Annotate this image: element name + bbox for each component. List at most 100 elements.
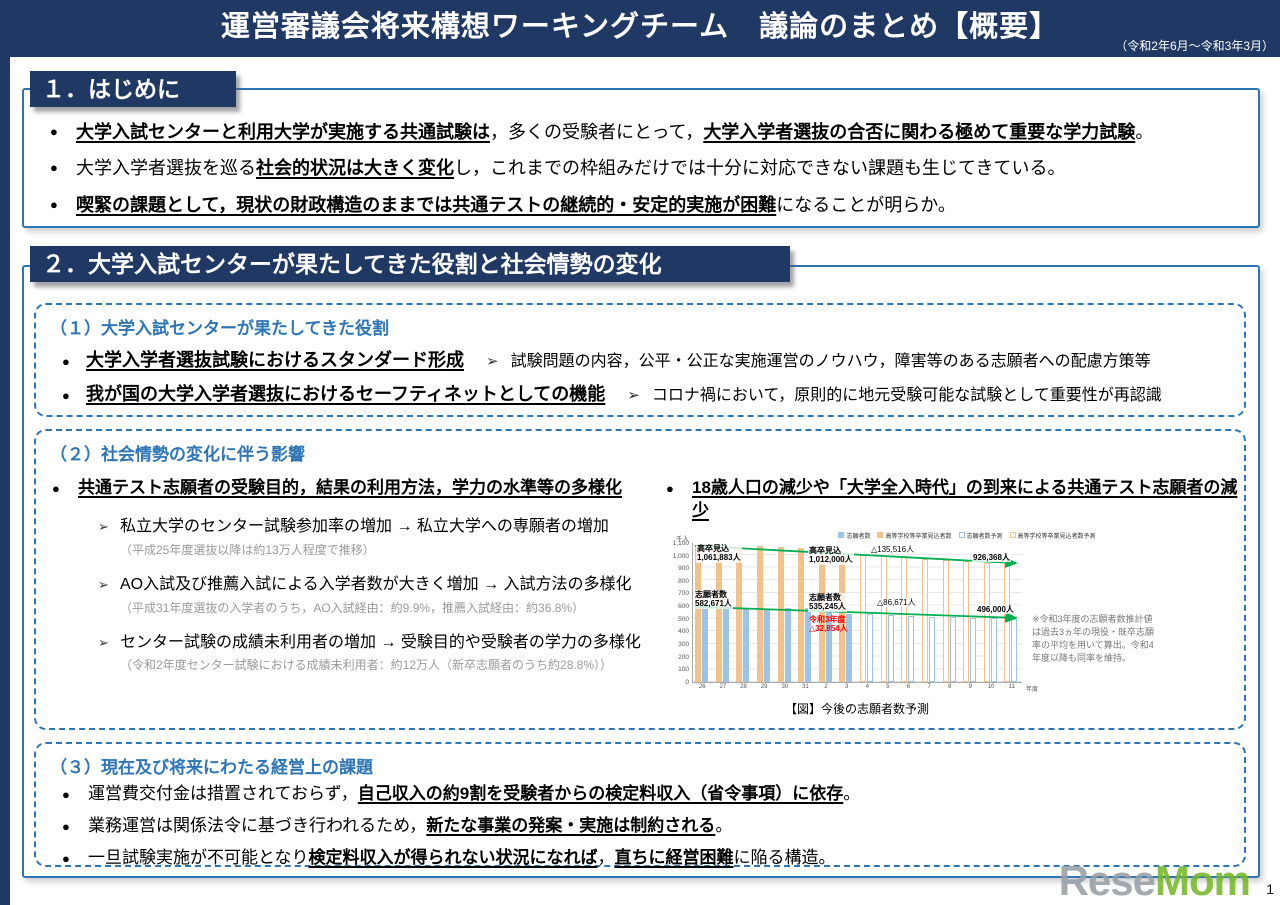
chart-bar bbox=[805, 608, 812, 682]
bullet-icon: ● bbox=[62, 818, 70, 834]
impact-subitem-1-note: （平成25年度選抜以降は約13万人程度で推移） bbox=[120, 542, 375, 557]
impact-left-bullet-text: 共通テスト志願者の受験目的，結果の利用方法，学力の水準等の多様化 bbox=[78, 478, 622, 497]
arrow-icon: ➢ bbox=[98, 518, 109, 534]
impact-subitem-1-text: 私立大学のセンター試験参加率の増加 → 私立大学への専願者の増加 bbox=[120, 517, 609, 535]
legend-swatch bbox=[958, 532, 965, 539]
impact-left-column: ● 共通テスト志願者の受験目的，結果の利用方法，学力の水準等の多様化 ➢ 私立大… bbox=[52, 477, 652, 673]
x-tick-label: 26 bbox=[698, 683, 706, 690]
legend-label: 志願者数 bbox=[846, 533, 871, 540]
chart-bar bbox=[715, 546, 722, 682]
chart-bar bbox=[784, 607, 791, 682]
bullet-icon: ● bbox=[52, 481, 60, 496]
impact-subitem-2-note: （平成31年度選抜の入学者のうち，AO入試経由：約9.9%，推薦入試経由：約36… bbox=[120, 600, 585, 615]
chart-bar bbox=[756, 545, 763, 682]
legend-item: 高等学校等卒業見込者数予測 bbox=[1009, 531, 1096, 540]
management-bullet-2-text: 業務運営は関係法令に基づき行われるため，新たな事業の発案・実施は制約される。 bbox=[88, 815, 732, 838]
y-tick-label: 100 bbox=[678, 666, 689, 674]
page-title: 運営審議会将来構想ワーキングチーム 議論のまとめ【概要】 bbox=[220, 11, 1060, 43]
intro-bullets: ● 大学入試センターと利用大学が実施する共通試験は，多くの受験者にとって，大学入… bbox=[24, 90, 1258, 217]
text-segment: 。 bbox=[715, 815, 733, 835]
text-segment: 業務運営は関係法令に基づき行われるため， bbox=[88, 815, 427, 835]
chart-bar bbox=[702, 607, 708, 682]
legend-swatch bbox=[1009, 532, 1016, 539]
applicants-forecast-chart: 志願者数 高等学校等卒業見込者数 志願者数予測 高等学校等卒業見込者数予測 千人 1,… bbox=[666, 531, 1242, 717]
impact-subitem-1-row: ➢ 私立大学のセンター試験参加率の増加 → 私立大学への専願者の増加 bbox=[98, 517, 652, 538]
impact-subitem-1: ➢ 私立大学のセンター試験参加率の増加 → 私立大学への専願者の増加 （平成25… bbox=[98, 517, 652, 558]
chart-bar bbox=[722, 608, 729, 682]
text-segment: 。 bbox=[1135, 122, 1154, 142]
chart-bar bbox=[908, 615, 915, 682]
text-segment: 大学入試センターと利用大学が実施する共通試験は bbox=[76, 122, 490, 142]
chart-body: 千人 1,100 1,000 900 800 700 600 500 400 300 200 100… bbox=[666, 536, 1038, 693]
chart-unit-label: 千人 bbox=[676, 535, 689, 543]
arrow-icon: ➢ bbox=[486, 353, 499, 370]
impact-subitem-2-text: AO入試及び推薦入試による入学者数が大きく増加 → 入試方法の多様化 bbox=[120, 575, 632, 593]
legend-label: 高等学校等卒業見込者数予測 bbox=[1017, 533, 1096, 540]
text-segment: 。 bbox=[843, 784, 861, 803]
y-tick-label: 200 bbox=[678, 653, 689, 661]
role-item-1: ● 大学入学者選抜試験におけるスタンダード形成 ➢ 試験問題の内容，公平・公正な… bbox=[36, 342, 1244, 376]
legend-item: 志願者数予測 bbox=[958, 531, 1003, 540]
text-segment: 運営費交付金は措置されておらず， bbox=[88, 784, 358, 803]
role-item-1-desc: 試験問題の内容，公平・公正な実施運営のノウハウ，障害等のある志願者への配慮方策等 bbox=[510, 353, 1151, 370]
role-item-2: ● 我が国の大学入学者選抜におけるセーフティネットとしての機能 ➢ コロナ禍にお… bbox=[36, 376, 1244, 410]
impact-subitem-3-note: （令和2年度センター試験における成績未利用者：約12万人（新卒志願者のうち約28… bbox=[120, 658, 613, 673]
roles-box: （１）大学入試センターが果たしてきた役割 ● 大学入学者選抜試験におけるスタンダ… bbox=[34, 303, 1246, 417]
text-segment: ， bbox=[597, 847, 615, 867]
role-item-1-title: 大学入学者選抜試験におけるスタンダード形成 bbox=[86, 350, 464, 370]
y-tick-label: 1,100 bbox=[672, 539, 689, 547]
legend-item: 志願者数 bbox=[838, 531, 870, 540]
x-tick-label: 30 bbox=[781, 683, 789, 690]
legend-label: 志願者数予測 bbox=[966, 533, 1003, 540]
chart-legend: 志願者数 高等学校等卒業見込者数 志願者数予測 高等学校等卒業見込者数予測 bbox=[692, 531, 1242, 540]
chart-bar bbox=[921, 558, 928, 682]
text-segment: 喫緊の課題として，現状の財政構造のままでは共通テストの継続的・安定的実施が困難 bbox=[76, 194, 777, 215]
text-segment: 検定料収入が得られない状況になれば bbox=[308, 847, 598, 867]
impact-subitem-2-row: ➢ AO入試及び推薦入試による入学者数が大きく増加 → 入試方法の多様化 bbox=[98, 575, 652, 596]
x-tick-label: 11 bbox=[1008, 683, 1015, 690]
watermark-green-text: Mom bbox=[1155, 857, 1251, 904]
chart-bar bbox=[942, 560, 949, 682]
chart-y-axis: 千人 1,100 1,000 900 800 700 600 500 400 300 200 100… bbox=[666, 536, 692, 686]
role-item-2-title: 我が国の大学入学者選抜におけるセーフティネットとしての機能 bbox=[86, 384, 606, 404]
chart-bar bbox=[983, 562, 990, 682]
x-tick-label: 6 bbox=[906, 683, 911, 690]
chart-bar bbox=[970, 617, 977, 682]
chart-plot-area bbox=[692, 542, 1022, 683]
chart-caption: 【図】今後の志願者数予測 bbox=[784, 701, 929, 716]
y-tick-label: 600 bbox=[678, 603, 689, 610]
chart-bar bbox=[846, 613, 853, 682]
x-tick-label: 27 bbox=[719, 683, 727, 690]
text-segment: ，多くの受験者にとって， bbox=[490, 122, 704, 142]
text-segment: 大学入学者選抜を巡る bbox=[76, 158, 256, 179]
text-segment: 大学入学者選抜の合否に関わる極めて重要な学力試験 bbox=[703, 122, 1136, 142]
impact-subitem-2: ➢ AO入試及び推薦入試による入学者数が大きく増加 → 入試方法の多様化 （平成… bbox=[98, 575, 652, 616]
left-accent-stripe bbox=[0, 0, 10, 905]
impact-box: （２）社会情勢の変化に伴う影響 ● 共通テスト志願者の受験目的，結果の利用方法，… bbox=[34, 429, 1246, 730]
x-tick-label: 2 bbox=[824, 683, 828, 690]
roles-box-heading: （１）大学入試センターが果たしてきた役割 bbox=[50, 319, 389, 338]
impact-right-bullet-text: 18歳人口の減少や「大学全入時代」の到来による共通テスト志願者の減少 bbox=[692, 478, 1238, 520]
chart-bar bbox=[949, 617, 956, 682]
x-tick-label: 9 bbox=[968, 683, 973, 690]
bullet-icon: ● bbox=[50, 196, 58, 212]
intro-bullet-3: ● 喫緊の課題として，現状の財政構造のままでは共通テストの継続的・安定的実施が困… bbox=[50, 193, 1242, 217]
chart-bar bbox=[695, 546, 701, 682]
arrow-icon: ➢ bbox=[627, 387, 640, 404]
x-tick-label: 3 bbox=[845, 683, 849, 690]
x-tick-label: 10 bbox=[987, 683, 995, 690]
management-issues-heading: （３）現在及び将来にわたる経営上の課題 bbox=[50, 758, 373, 777]
section2-heading: ２．大学入試センターが果たしてきた役割と社会情勢の変化 bbox=[30, 246, 790, 282]
management-bullet-1-text: 運営費交付金は措置されておらず，自己収入の約9割を受験者からの検定料収入（省令事… bbox=[88, 783, 860, 806]
text-segment: になることが明らか。 bbox=[776, 194, 956, 215]
management-bullet-1: ● 運営費交付金は措置されておらず，自己収入の約9割を受験者からの検定料収入（省… bbox=[62, 783, 1228, 806]
impact-left-bullet: ● 共通テスト志願者の受験目的，結果の利用方法，学力の水準等の多様化 bbox=[52, 477, 652, 500]
text-segment: 新たな事業の発案・実施は制約される bbox=[426, 815, 716, 835]
y-tick-label: 400 bbox=[678, 628, 689, 636]
bullet-icon: ● bbox=[62, 354, 70, 369]
impact-subitem-3-row: ➢ センター試験の成績未利用者の増加 → 受験目的や受験者の学力の多様化 bbox=[98, 633, 652, 654]
chart-bar bbox=[963, 561, 970, 682]
text-segment: 一旦試験実施が不可能となり bbox=[88, 847, 309, 867]
chart-bar bbox=[928, 616, 935, 682]
bullet-icon: ● bbox=[666, 481, 674, 496]
